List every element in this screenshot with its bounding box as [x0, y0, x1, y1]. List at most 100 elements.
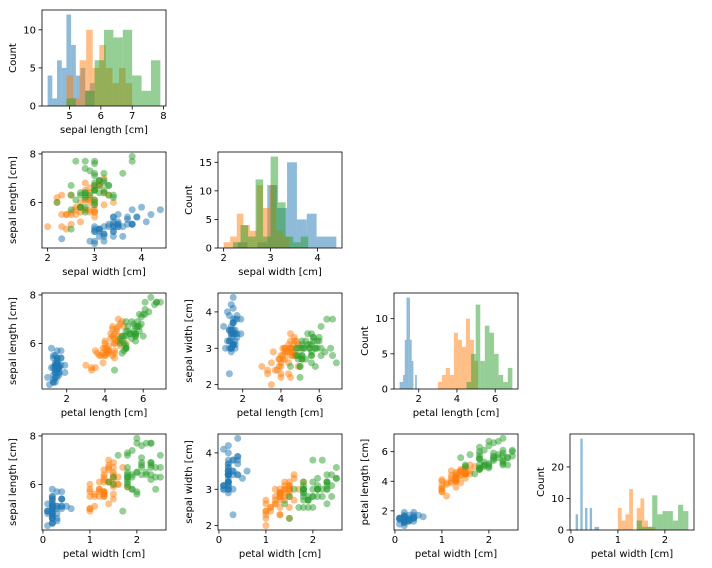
x-tick-label: 3 [91, 253, 97, 264]
marks [575, 438, 689, 530]
point [53, 198, 61, 206]
x-axis-label: sepal length [cm] [60, 125, 148, 136]
y-tick-label: 8 [30, 290, 36, 301]
bar [66, 14, 72, 106]
point [269, 348, 277, 356]
point [133, 434, 141, 442]
point [138, 459, 146, 467]
bar [636, 507, 641, 530]
point [323, 478, 331, 486]
point [156, 451, 164, 459]
x-tick-label: 4 [138, 253, 144, 264]
point [133, 468, 141, 476]
point [267, 381, 275, 389]
x-tick-label: 1 [615, 535, 621, 546]
y-axis-label: Count [184, 185, 195, 215]
point [123, 451, 131, 459]
x-axis-label: petal width [cm] [415, 549, 497, 560]
x-tick-label: 2 [310, 535, 316, 546]
point [109, 463, 117, 471]
point [82, 361, 90, 369]
bar [403, 374, 405, 389]
point [147, 476, 155, 484]
point [91, 237, 99, 245]
y-tick-label: 8 [30, 431, 36, 442]
point [262, 511, 270, 519]
axes-frame [41, 292, 167, 390]
point [53, 356, 61, 364]
point [304, 330, 312, 338]
point [142, 471, 150, 479]
bar [672, 520, 679, 530]
bar [503, 381, 508, 389]
point [298, 344, 306, 352]
x-tick-label: 2 [240, 394, 246, 405]
point [86, 488, 94, 496]
bar [263, 236, 271, 248]
point [225, 326, 233, 334]
point [290, 485, 298, 493]
point [332, 359, 340, 367]
bar [79, 60, 87, 106]
point [419, 513, 427, 521]
bar [498, 374, 504, 389]
point [81, 164, 89, 172]
bar [300, 236, 309, 248]
point [466, 451, 474, 459]
point [229, 485, 237, 493]
bar [585, 507, 588, 530]
bar [278, 202, 286, 248]
point [457, 468, 465, 476]
point [67, 181, 75, 189]
marks [44, 152, 164, 248]
bar [86, 29, 93, 106]
bar [104, 29, 114, 106]
point [91, 201, 99, 209]
point [290, 471, 298, 479]
point [508, 452, 516, 460]
bar [233, 242, 241, 248]
bar [240, 225, 249, 248]
point [452, 483, 460, 491]
point [119, 507, 127, 515]
bar [409, 339, 412, 389]
point [237, 330, 245, 338]
y-tick-label: 5 [382, 349, 388, 360]
point [267, 503, 275, 511]
y-axis-label: sepal width [cm] [184, 440, 195, 524]
point [100, 488, 108, 496]
subplot: 2 3 4 0 5 10 15 sepal width [cm] Count [184, 151, 343, 278]
point [100, 169, 108, 177]
bar [408, 297, 410, 389]
point [323, 471, 331, 479]
axes-frame [217, 433, 343, 531]
bar [57, 60, 62, 106]
point [103, 347, 111, 355]
point [276, 511, 284, 519]
point [298, 355, 306, 363]
x-tick-label: 0 [216, 535, 222, 546]
point [51, 369, 59, 377]
y-tick-label: 3 [206, 344, 212, 355]
point [267, 359, 275, 367]
subplot: 2 4 6 6 8 petal length [cm] sepal length [cm] [8, 290, 167, 419]
point [48, 493, 56, 501]
point [296, 362, 304, 370]
bar [326, 236, 337, 248]
point [48, 519, 56, 527]
x-tick-label: 6 [140, 394, 146, 405]
x-tick-label: 1 [263, 535, 269, 546]
point [147, 293, 155, 301]
bar [683, 511, 689, 530]
x-tick-label: 1 [87, 535, 93, 546]
point [281, 500, 289, 508]
point [72, 157, 80, 165]
point [48, 497, 56, 505]
bar [475, 304, 481, 389]
marks [220, 293, 340, 389]
point [299, 485, 307, 493]
point [105, 223, 113, 231]
point [138, 463, 146, 471]
